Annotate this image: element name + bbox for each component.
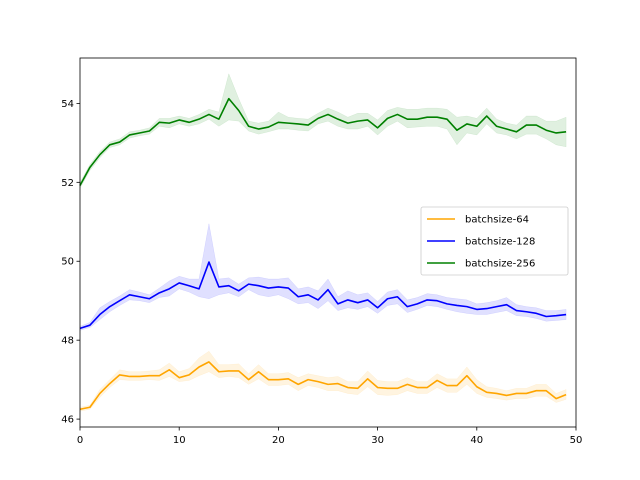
series-line-batchsize-64 [79, 361, 567, 411]
y-tick-label: 52 [61, 178, 74, 189]
band-batchsize-64 [79, 350, 567, 412]
x-tick-label: 10 [173, 435, 186, 446]
x-tick-label: 30 [371, 435, 384, 446]
legend-label: batchsize-64 [465, 215, 529, 226]
x-axis: 0 10 20 30 40 50 [77, 427, 583, 446]
legend-box [420, 206, 569, 276]
series-line-batchsize-256 [79, 97, 567, 186]
y-tick-label: 46 [61, 415, 74, 426]
band-batchsize-256 [79, 72, 567, 190]
series-line-batchsize-128 [79, 261, 567, 330]
legend-label: batchsize-128 [465, 237, 535, 248]
y-tick-label: 50 [61, 257, 74, 268]
y-tick-label: 54 [61, 99, 74, 110]
legend: batchsize-64 batchsize-128 batchsize-256 [420, 206, 569, 276]
series-lines [79, 97, 567, 411]
plot-area-frame [79, 57, 577, 428]
y-axis: 46 48 50 52 54 [61, 99, 80, 426]
legend-label: batchsize-256 [465, 259, 535, 270]
x-tick-label: 40 [470, 435, 483, 446]
x-tick-label: 20 [272, 435, 285, 446]
x-tick-label: 50 [570, 435, 583, 446]
x-tick-label: 0 [77, 435, 83, 446]
y-tick-label: 48 [61, 336, 74, 347]
